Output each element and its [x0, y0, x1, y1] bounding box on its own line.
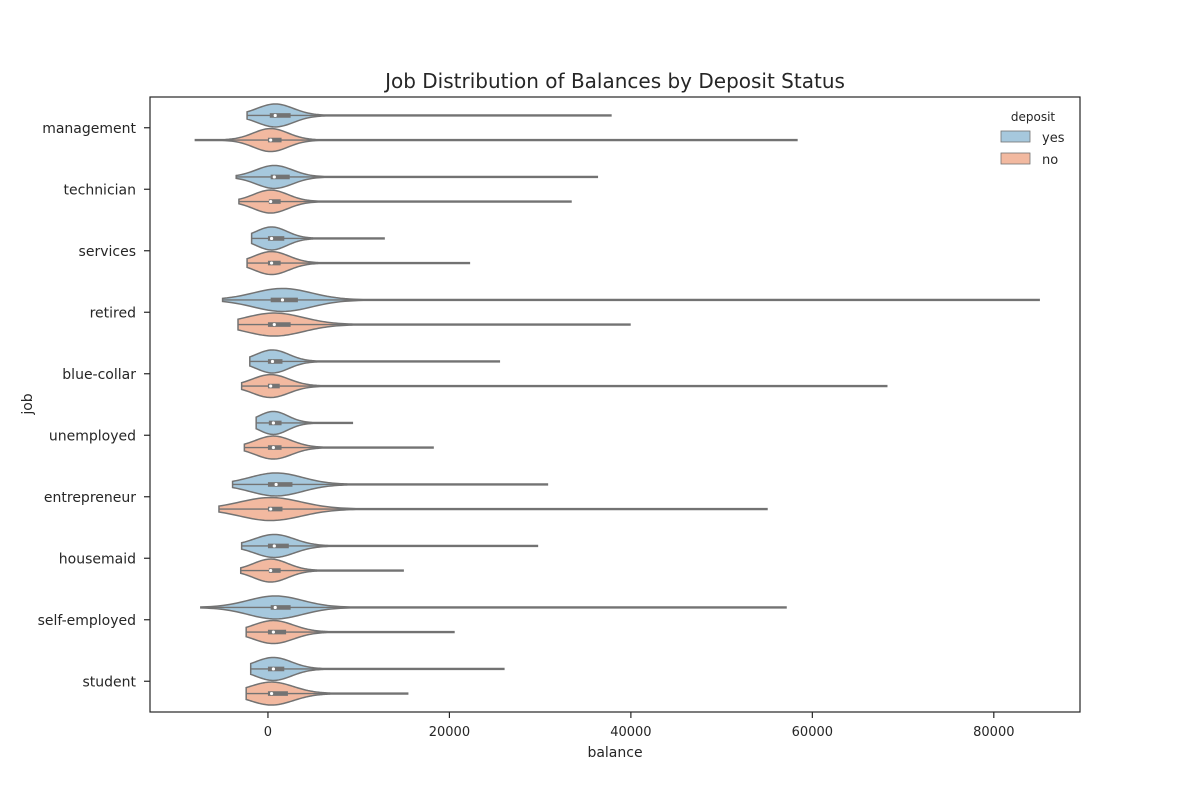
violin-median-point: [272, 175, 276, 179]
violin-iqr-box: [267, 383, 280, 389]
violin-median-point: [273, 113, 277, 118]
violin-median-point: [274, 482, 278, 487]
violin-median-point: [271, 667, 275, 671]
y-axis: management technician services retired blue-…: [38, 121, 150, 690]
violin-iqr-box: [268, 568, 281, 573]
violin-median-point: [271, 445, 275, 450]
violin-median-point: [272, 544, 276, 548]
violin-layer: [194, 103, 1040, 706]
x-tick-label: 60000: [792, 725, 833, 740]
violin-median-point: [269, 507, 273, 511]
violin-median-point: [269, 261, 274, 265]
violin-median-point: [272, 322, 276, 327]
legend-label-no: no: [1042, 153, 1058, 168]
violin-median-point: [271, 421, 275, 425]
x-tick-label: 0: [264, 725, 272, 740]
legend-swatch-no: [1000, 152, 1031, 165]
legend-title: deposit: [1011, 110, 1056, 124]
y-axis-label: job: [20, 393, 36, 415]
x-tick-label: 20000: [429, 725, 470, 740]
x-axis-label: balance: [587, 745, 642, 761]
x-tick-label: 40000: [610, 725, 651, 740]
violin-iqr-box: [269, 113, 291, 118]
x-axis: 0 20000 40000 60000 80000: [264, 712, 1014, 740]
y-tick-label: retired: [90, 305, 136, 321]
violin-iqr-box: [267, 322, 291, 327]
violin-iqr-box: [270, 174, 290, 180]
y-tick-label: entrepreneur: [44, 490, 136, 506]
violin-iqr-box: [267, 629, 287, 635]
y-tick-label: blue-collar: [62, 367, 136, 383]
x-tick-label: 80000: [973, 725, 1014, 740]
violin-median-point: [280, 298, 285, 302]
violin-iqr-box: [267, 666, 285, 672]
violin-median-point: [271, 630, 275, 634]
y-tick-label: services: [79, 244, 136, 260]
violin-iqr-box: [270, 297, 298, 303]
violin-median-point: [270, 359, 275, 364]
y-tick-label: management: [42, 121, 136, 137]
legend-swatch-yes: [1000, 130, 1031, 143]
chart-title: Job Distribution of Balances by Deposit …: [383, 69, 845, 93]
violin-iqr-box: [267, 691, 288, 696]
legend-label-yes: yes: [1042, 131, 1065, 146]
violin-iqr-box: [267, 260, 281, 266]
violin-median-point: [269, 138, 273, 142]
legend: deposit yes no: [1000, 110, 1065, 168]
violin-median-point: [269, 199, 273, 204]
violin-iqr-box: [267, 543, 289, 549]
violin-iqr-box: [267, 359, 283, 364]
violin-iqr-box: [267, 482, 293, 487]
violin-iqr-box: [267, 137, 282, 143]
y-tick-label: technician: [64, 182, 136, 198]
violin-iqr-box: [270, 605, 291, 610]
violin-median-point: [269, 691, 274, 696]
violin-iqr-box: [268, 420, 282, 426]
violin-iqr-box: [267, 506, 283, 512]
violin-median-point: [269, 384, 273, 388]
violin-median-point: [273, 605, 277, 610]
violin-iqr-box: [267, 236, 285, 241]
violin-iqr-box: [268, 199, 281, 204]
y-tick-label: student: [82, 674, 136, 690]
y-tick-label: self-employed: [38, 613, 136, 629]
y-tick-label: housemaid: [59, 551, 136, 567]
plot-frame: [149, 96, 1081, 713]
violin-median-point: [269, 568, 273, 573]
violin-median-point: [269, 236, 274, 241]
y-tick-label: unemployed: [49, 428, 136, 444]
